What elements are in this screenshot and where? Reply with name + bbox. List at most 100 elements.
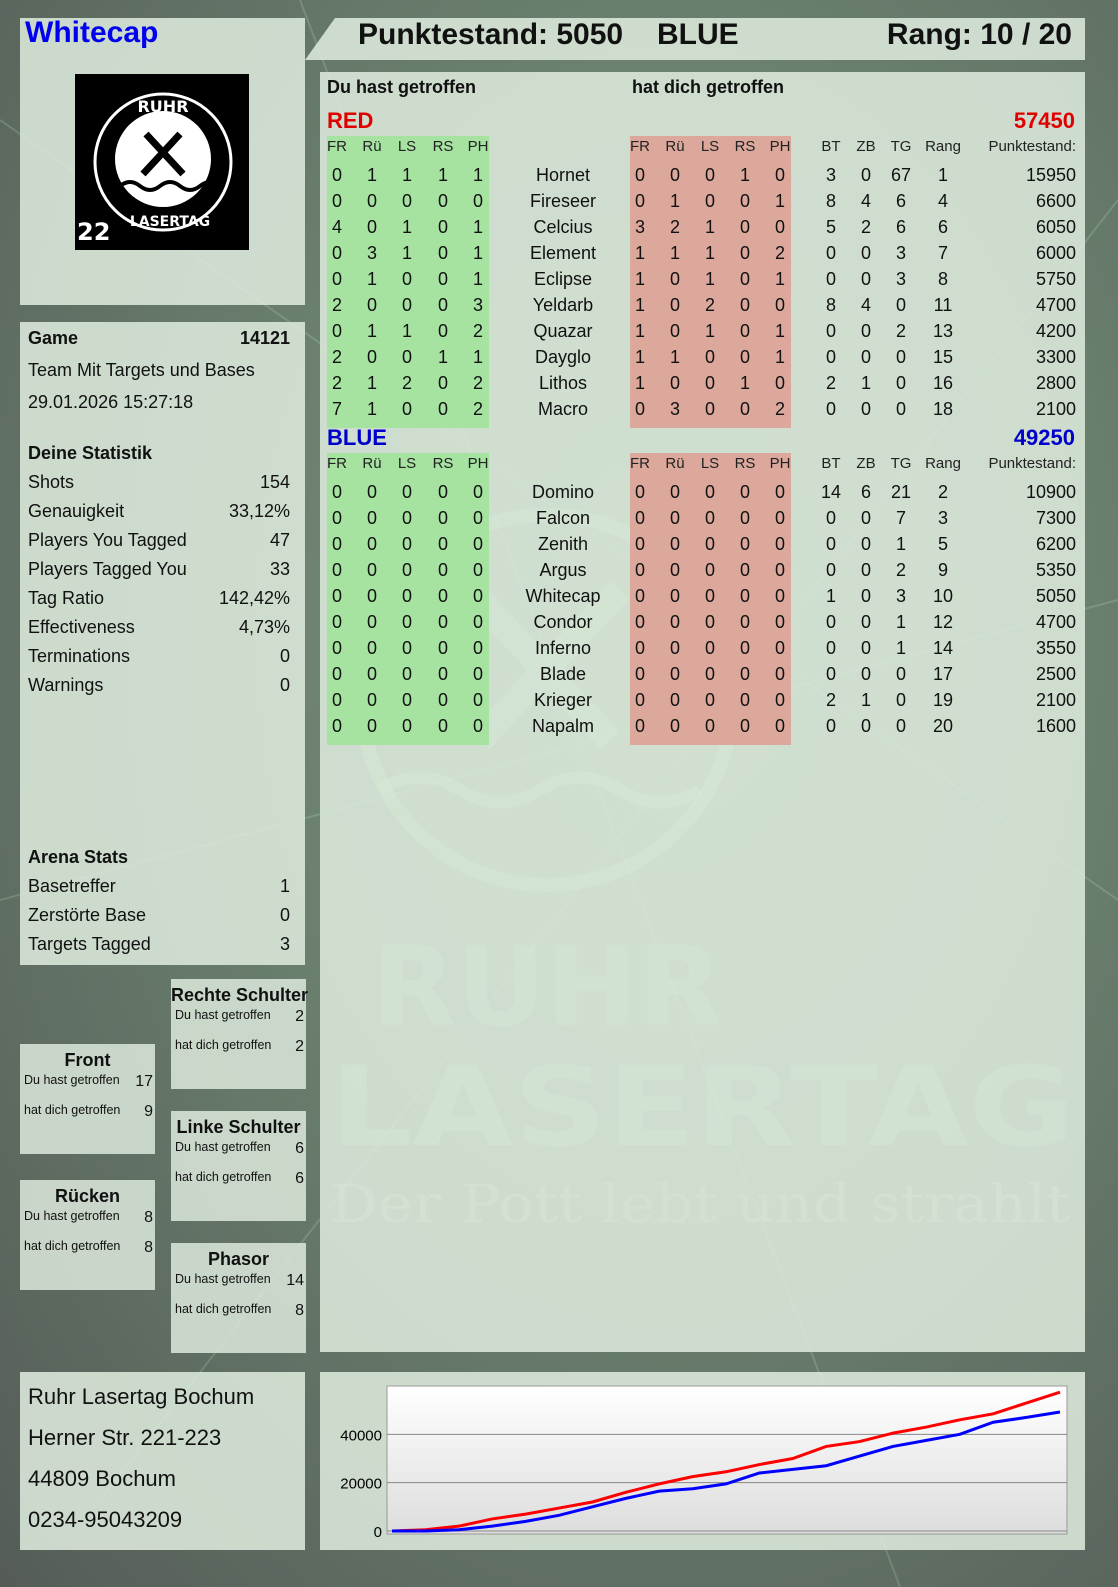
hit-cell: 1 — [437, 165, 448, 185]
player-score: 2500 — [1035, 664, 1076, 684]
address-line: Herner Str. 221-223 — [28, 1425, 222, 1450]
stat-cell: 13 — [932, 321, 954, 341]
hit-cell: 0 — [331, 560, 342, 580]
stat-cell: 0 — [895, 399, 906, 419]
arena-label: Zerstörte Base — [28, 905, 147, 925]
got-cell: 0 — [704, 664, 715, 684]
player-score: 5050 — [1035, 586, 1076, 606]
got-column-bg — [630, 136, 791, 428]
player-name: Dayglo — [534, 347, 592, 367]
hit-column-bg — [327, 136, 489, 428]
hit-cell: 0 — [401, 716, 412, 736]
zone-hit-value: 2 — [295, 1008, 304, 1025]
hit-cell: 0 — [472, 560, 483, 580]
got-cell: 0 — [739, 664, 750, 684]
got-cell: 1 — [774, 347, 785, 367]
player-score: 4700 — [1035, 612, 1076, 632]
stat-cell: 0 — [860, 321, 871, 341]
zone-got-value: 8 — [295, 1302, 304, 1319]
stat-cell: 6 — [895, 217, 906, 237]
hit-cell: 0 — [401, 399, 412, 419]
game-id-row: Game 14121 — [28, 328, 290, 349]
got-cell: 0 — [704, 560, 715, 580]
col-header: BT — [821, 455, 841, 472]
got-cell: 0 — [634, 560, 645, 580]
player-score: 10900 — [1025, 482, 1076, 502]
stat-cell: 3 — [895, 269, 906, 289]
hit-cell: 0 — [331, 482, 342, 502]
hit-cell: 0 — [331, 586, 342, 606]
stat-value: 0 — [279, 675, 290, 695]
stat-cell: 0 — [895, 664, 906, 684]
zone-got-row: hat dich getroffen 8 — [20, 1239, 155, 1257]
hit-cell: 0 — [437, 638, 448, 658]
address-line: Ruhr Lasertag Bochum — [28, 1384, 255, 1409]
player-name: Zenith — [537, 534, 589, 554]
hit-cell: 0 — [437, 534, 448, 554]
hit-cell: 0 — [331, 243, 342, 263]
col-header: TG — [890, 138, 912, 155]
stat-cell: 19 — [932, 690, 954, 710]
hit-cell: 0 — [437, 586, 448, 606]
zone-got-value: 6 — [295, 1170, 304, 1187]
got-cell: 1 — [704, 217, 715, 237]
hit-cell: 1 — [472, 243, 483, 263]
hit-cell: 0 — [401, 508, 412, 528]
score-chart: 0 20000 40000 — [340, 1385, 1068, 1541]
stat-cell: 14 — [820, 482, 842, 502]
player-score: 3300 — [1035, 347, 1076, 367]
got-cell: 0 — [634, 508, 645, 528]
player-score: 6200 — [1035, 534, 1076, 554]
game-datetime: 29.01.2026 15:27:18 — [28, 392, 194, 412]
stat-value: 33 — [269, 559, 290, 579]
player-name: Fireseer — [529, 191, 596, 211]
got-cell: 0 — [669, 321, 680, 341]
hit-cell: 1 — [472, 165, 483, 185]
hit-cell: 2 — [472, 399, 483, 419]
got-column-bg — [630, 453, 791, 745]
zone-linke-schulter: Linke Schulter Du hast getroffen 6 hat dich… — [171, 1111, 306, 1221]
player-name: Celcius — [533, 217, 593, 237]
stat-label: Tag Ratio — [28, 588, 105, 608]
zone-hit-label: Du hast getroffen — [175, 1008, 271, 1022]
stat-cell: 3 — [825, 165, 836, 185]
got-cell: 1 — [634, 269, 645, 289]
zone-got-label: hat dich getroffen — [24, 1103, 121, 1117]
address-panel — [20, 1372, 305, 1550]
got-cell: 0 — [669, 295, 680, 315]
got-cell: 0 — [739, 295, 750, 315]
stat-cell: 0 — [860, 612, 871, 632]
got-cell: 0 — [774, 638, 785, 658]
col-header: RS — [432, 455, 454, 472]
arena-row: Basetreffer 1 — [28, 876, 290, 897]
player-score: 2800 — [1035, 373, 1076, 393]
player-score: 6000 — [1035, 243, 1076, 263]
stat-cell: 20 — [932, 716, 954, 736]
stat-cell: 12 — [932, 612, 954, 632]
got-cell: 0 — [739, 482, 750, 502]
stat-cell: 0 — [825, 664, 836, 684]
hit-cell: 4 — [331, 217, 342, 237]
stat-cell: 2 — [860, 217, 871, 237]
got-cell: 0 — [704, 586, 715, 606]
stats-title: Deine Statistik — [28, 443, 153, 463]
got-cell: 0 — [704, 612, 715, 632]
got-cell: 1 — [634, 295, 645, 315]
got-cell: 0 — [774, 690, 785, 710]
got-cell: 0 — [634, 586, 645, 606]
stat-cell: 0 — [860, 399, 871, 419]
stat-cell: 1 — [825, 586, 836, 606]
hit-cell: 0 — [366, 560, 377, 580]
got-cell: 0 — [774, 664, 785, 684]
got-cell: 0 — [739, 191, 750, 211]
got-cell: 1 — [774, 191, 785, 211]
svg-text:LASERTAG: LASERTAG — [130, 214, 210, 230]
hit-cell: 0 — [437, 191, 448, 211]
hit-cell: 3 — [366, 243, 377, 263]
player-name: Hornet — [535, 165, 591, 185]
got-cell: 0 — [634, 482, 645, 502]
player-score: 3550 — [1035, 638, 1076, 658]
got-cell: 0 — [669, 586, 680, 606]
game-label: Game — [28, 328, 79, 348]
got-cell: 0 — [704, 347, 715, 367]
